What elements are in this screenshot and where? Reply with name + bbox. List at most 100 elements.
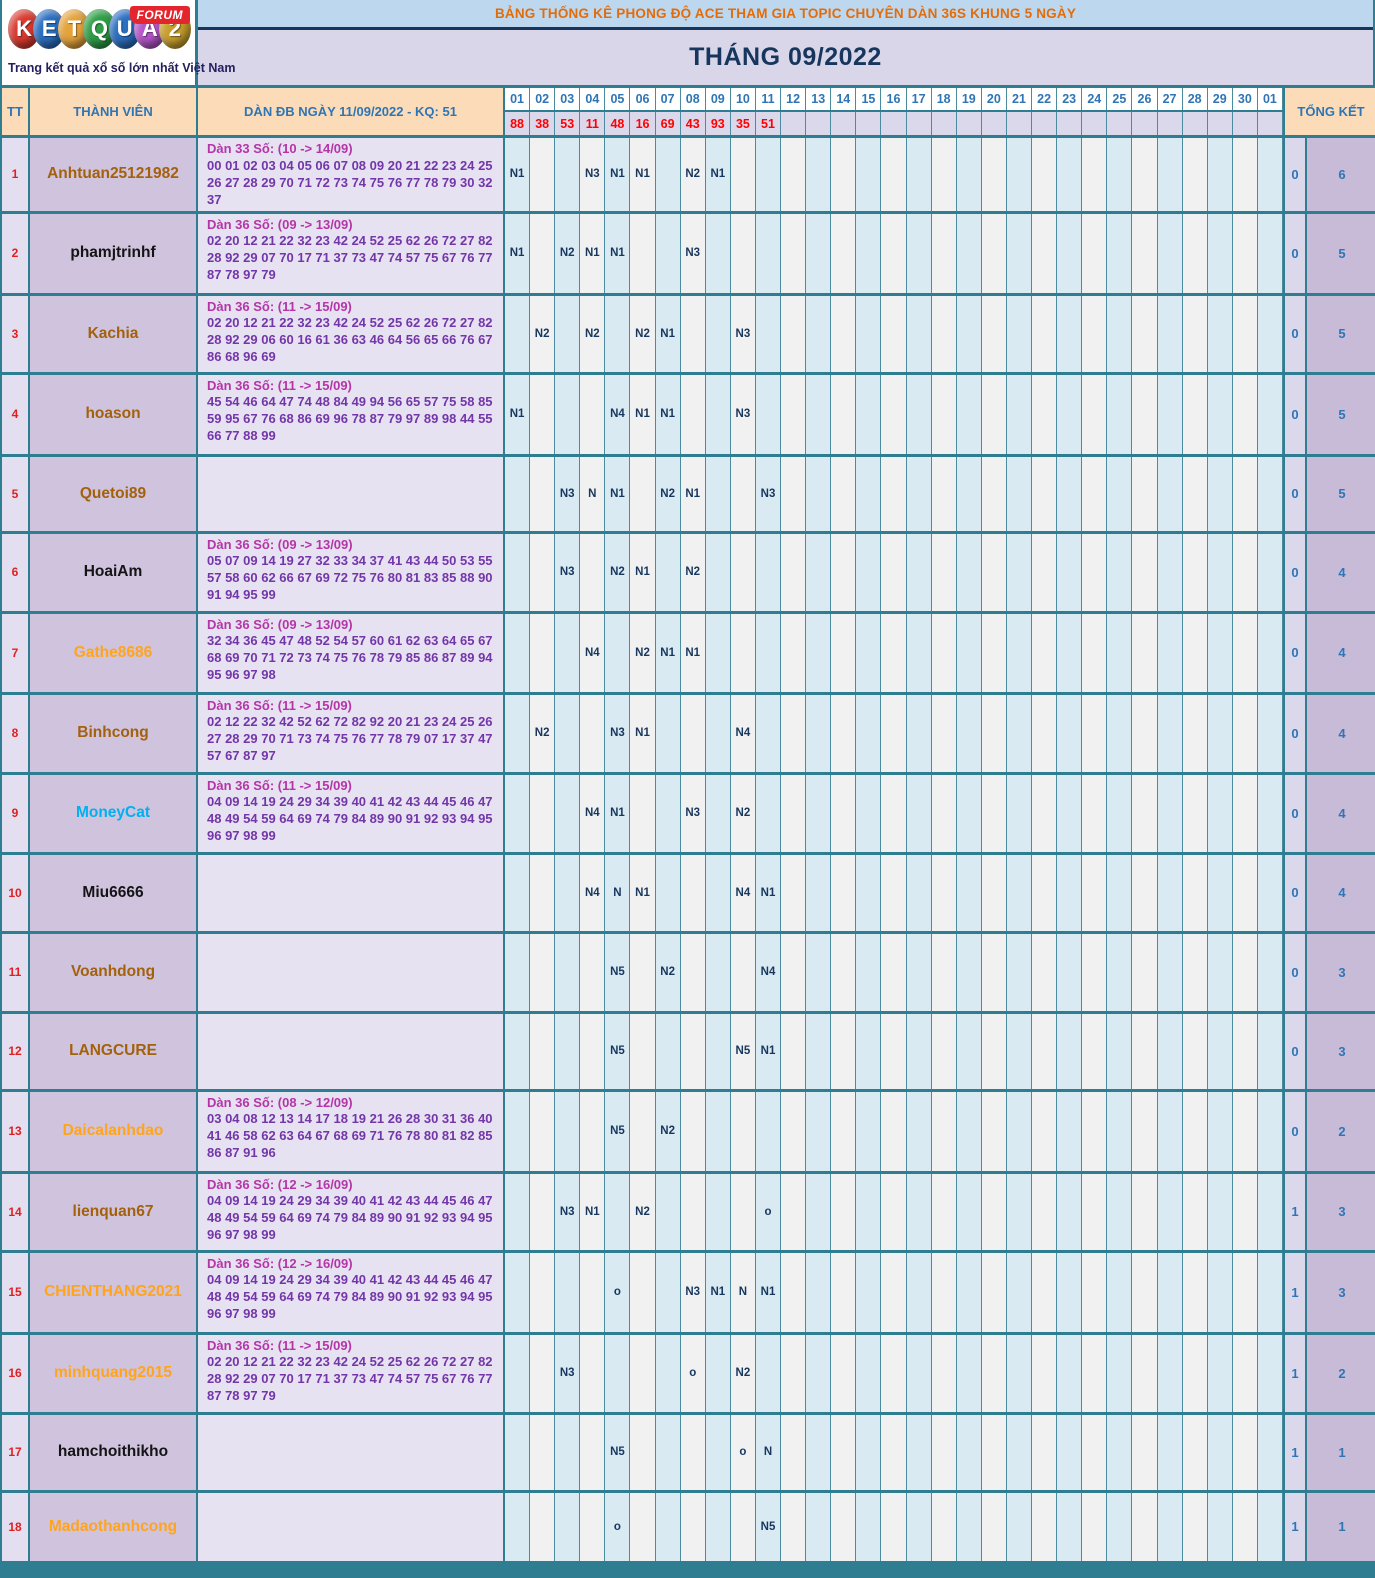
day-cell: [906, 456, 932, 531]
day-cell: [1006, 295, 1033, 372]
day-cell: [530, 374, 556, 454]
day-cell: [555, 374, 581, 454]
dan-numbers-cell: [198, 1414, 505, 1493]
day-cell: [856, 1013, 882, 1089]
day-cell: [1182, 213, 1208, 293]
day-cell: N: [580, 456, 606, 531]
total-hit-value: 4: [1307, 533, 1375, 614]
day-cell: [781, 854, 807, 931]
day-cell: [680, 1414, 706, 1490]
member-name: Madaothanhcong: [30, 1492, 198, 1564]
day-cell: [655, 1173, 681, 1250]
total-hit-value: 4: [1307, 694, 1375, 775]
dan-numbers-cell: [198, 1492, 505, 1564]
table-row: 2 phamjtrinhf Dàn 36 Số: (09 -> 13/09) 02 2…: [2, 213, 1375, 296]
dan-title: Dàn 36 Số: (08 -> 12/09): [207, 1094, 353, 1110]
day-cell: [1257, 613, 1283, 692]
day-cell: [1032, 694, 1058, 772]
day-cell: [1157, 1173, 1183, 1250]
day-cell: [981, 1414, 1007, 1490]
day-cell: [806, 138, 832, 211]
dan-title: Dàn 36 Số: (11 -> 15/09): [207, 777, 352, 793]
dan-number-list: 04 09 14 19 24 29 34 39 40 41 42 43 44 4…: [207, 1193, 493, 1243]
member-name: HoaiAm: [30, 533, 198, 614]
day-cell: [781, 1492, 807, 1561]
day-cell: N1: [505, 374, 531, 454]
row-index: 16: [2, 1334, 30, 1415]
day-cell: [655, 1013, 681, 1089]
day-cell: [1207, 456, 1233, 531]
day-cell: [956, 613, 982, 692]
row-index: 7: [2, 613, 30, 695]
day-cell: [1057, 1091, 1083, 1171]
day-result-value: [1132, 112, 1158, 135]
day-cell: [1257, 1013, 1283, 1089]
day-cell: [530, 1334, 556, 1412]
day-cell: [1107, 694, 1133, 772]
row-index: 8: [2, 694, 30, 775]
day-cell: [1082, 933, 1108, 1011]
day-cell: [906, 1414, 932, 1490]
day-cell: [1232, 1173, 1258, 1250]
row-index: 10: [2, 854, 30, 934]
dan-number-list: 02 20 12 21 22 32 23 42 24 52 25 62 26 7…: [207, 315, 493, 365]
day-result-value: [1007, 112, 1033, 135]
day-cell: [881, 1252, 907, 1332]
day-cell: [1257, 374, 1283, 454]
day-cell: [1082, 694, 1108, 772]
day-cell: [1132, 613, 1158, 692]
day-cell: [655, 1252, 681, 1332]
day-cell: [1132, 456, 1158, 531]
day-cell: [505, 854, 531, 931]
total-hit-value: 2: [1307, 1334, 1375, 1415]
day-cell: o: [755, 1173, 782, 1250]
day-cell: N2: [630, 295, 656, 372]
day-cell: N2: [655, 933, 681, 1011]
day-cell: [1157, 374, 1183, 454]
day-cell: [856, 1173, 882, 1250]
day-cell: [680, 1091, 706, 1171]
day-cell: [806, 1091, 832, 1171]
day-cell: [1082, 1091, 1108, 1171]
day-result-value: [907, 112, 932, 135]
row-index: 4: [2, 374, 30, 457]
day-cell: N2: [580, 295, 606, 372]
day-cell: [806, 213, 832, 293]
month-title: THÁNG 09/2022: [198, 30, 1373, 88]
day-cell: [505, 533, 531, 611]
day-cell: [1057, 138, 1083, 211]
day-cell: [555, 295, 581, 372]
day-cell: [831, 1334, 857, 1412]
day-cell: [1182, 1414, 1208, 1490]
day-column-label: 26: [1132, 88, 1158, 110]
day-cell: N3: [555, 456, 581, 531]
day-cell: [605, 295, 631, 372]
day-result-value: 69: [656, 112, 681, 135]
day-cell: [1207, 213, 1233, 293]
total-hit-value: 5: [1307, 456, 1375, 534]
day-cells: N3 N2 N1 N2: [505, 533, 1285, 614]
day-cell: [931, 1013, 957, 1089]
day-cell: [755, 774, 782, 852]
col-header-dan: DÀN ĐB NGÀY 11/09/2022 - KQ: 51: [198, 88, 505, 138]
day-cell: [1157, 774, 1183, 852]
day-cell: [806, 295, 832, 372]
day-cell: [1057, 533, 1083, 611]
total-hit-value: 5: [1307, 213, 1375, 296]
day-cell: [881, 1013, 907, 1089]
dan-numbers-cell: Dàn 36 Số: (09 -> 13/09) 05 07 09 14 19 2…: [198, 533, 505, 614]
day-cell: [555, 694, 581, 772]
day-cell: [1082, 854, 1108, 931]
day-cell: [831, 456, 857, 531]
day-result-value: 88: [505, 112, 531, 135]
day-cells: N5 N2 N4: [505, 933, 1285, 1014]
day-column-label: 09: [706, 88, 731, 110]
day-column-label: 18: [932, 88, 957, 110]
day-cell: [1082, 295, 1108, 372]
total-hit-value: 1: [1307, 1414, 1375, 1493]
day-cell: N1: [630, 374, 656, 454]
day-cell: [555, 138, 581, 211]
day-cell: N4: [580, 854, 606, 931]
day-cell: N5: [605, 933, 631, 1011]
